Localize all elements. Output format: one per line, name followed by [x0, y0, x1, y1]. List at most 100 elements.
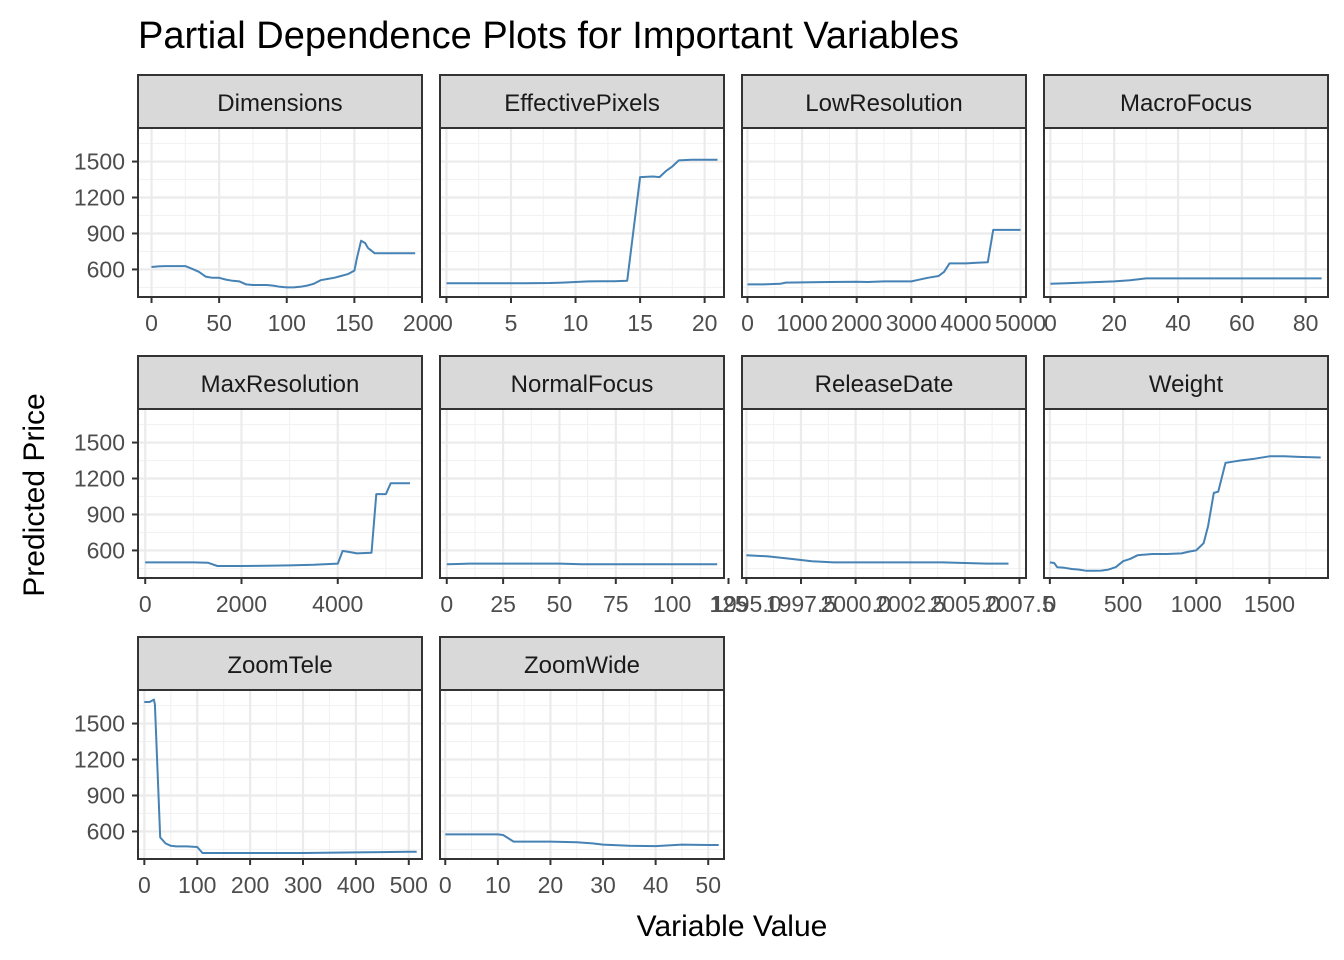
strip-zoomwide — [439, 636, 725, 691]
plot-area-macrofocus — [1044, 128, 1328, 297]
x-tick-label: 2005.0 — [930, 591, 1000, 617]
panel-macrofocus: MacroFocus 0 20 40 60 80 — [1043, 74, 1329, 336]
strip-zoomtele — [137, 636, 423, 691]
strip-lowresolution — [741, 74, 1027, 129]
y-tick-label: 900 — [87, 782, 125, 808]
plot-area-zoomtele — [138, 690, 422, 859]
x-axis-title: Variable Value — [637, 910, 828, 943]
x-tick-label: 100 — [653, 591, 691, 617]
x-tick-label: 100 — [178, 872, 216, 898]
panel-border-zoomtele — [137, 689, 423, 860]
x-tick-label: 4000 — [312, 591, 363, 617]
x-tick-label: 400 — [337, 872, 375, 898]
x-tick-label: 40 — [643, 872, 669, 898]
x-tick-label: 0 — [145, 310, 158, 336]
x-tick-label: 5000 — [995, 310, 1046, 336]
panel-dimensions: Dimensions 0 50 100 150 200 600 900 1200 1500 — [74, 74, 441, 336]
panel-border-macrofocus — [1043, 127, 1329, 298]
x-tick-label: 80 — [1293, 310, 1319, 336]
x-tick-label: 0 — [1043, 591, 1056, 617]
strip-releasedate — [741, 355, 1027, 410]
panel-border-zoomwide — [439, 689, 725, 860]
grid-zoomwide — [440, 690, 724, 859]
panel-border-lowresolution — [741, 127, 1027, 298]
x-tick-label: 0 — [138, 872, 151, 898]
series-line-lowresolution — [747, 228, 1021, 286]
x-tick-label: 25 — [490, 591, 516, 617]
panel-zoomtele: ZoomTele 0 100 200 300 400 500 600 900 1200 1500 — [74, 636, 428, 898]
y-tick-label: 1200 — [74, 185, 125, 211]
x-tick-label: 10 — [563, 310, 589, 336]
x-tick-label: 0 — [439, 872, 452, 898]
x-tick-label: 300 — [284, 872, 322, 898]
x-tick-label: 0 — [440, 310, 453, 336]
y-tick-label: 600 — [87, 537, 125, 563]
x-tick-label: 125 — [709, 591, 747, 617]
x-tick-label: 100 — [268, 310, 306, 336]
grid-effectivepixels — [440, 128, 724, 297]
grid-lowresolution — [742, 128, 1026, 297]
strip-weight — [1043, 355, 1329, 410]
y-tick-label: 600 — [87, 256, 125, 282]
x-tick-label: 1000 — [776, 310, 827, 336]
y-tick-label: 900 — [87, 501, 125, 527]
x-tick-label: 40 — [1165, 310, 1191, 336]
panel-weight: Weight 0 500 1000 1500 — [1043, 355, 1329, 617]
y-tick-label: 1200 — [74, 466, 125, 492]
y-tick-label: 1500 — [74, 711, 125, 737]
x-tick-label: 4000 — [940, 310, 991, 336]
chart-title: Partial Dependence Plots for Important V… — [138, 15, 959, 57]
x-tick-label: 1500 — [1244, 591, 1295, 617]
x-tick-label: 500 — [1104, 591, 1142, 617]
x-tick-label: 60 — [1229, 310, 1255, 336]
series-line-dimensions — [151, 239, 416, 289]
y-tick-label: 900 — [87, 220, 125, 246]
strip-maxresolution — [137, 355, 423, 410]
x-tick-label: 2000 — [216, 591, 267, 617]
series-line-maxresolution — [145, 482, 410, 567]
panel-border-dimensions — [137, 127, 423, 298]
y-tick-label: 600 — [87, 818, 125, 844]
strip-dimensions — [137, 74, 423, 129]
x-tick-label: 75 — [603, 591, 629, 617]
x-tick-label: 50 — [547, 591, 573, 617]
strip-label-normalfocus: NormalFocus — [511, 371, 654, 398]
grid-weight — [1044, 409, 1328, 578]
x-tick-label: 3000 — [886, 310, 937, 336]
x-tick-label: 2000 — [831, 310, 882, 336]
x-tick-label: 1000 — [1171, 591, 1222, 617]
x-tick-label: 2007.5 — [984, 591, 1054, 617]
x-tick-label: 0 — [139, 591, 152, 617]
y-axis-title: Predicted Price — [18, 393, 51, 596]
x-tick-label: 20 — [1101, 310, 1127, 336]
x-tick-label: 500 — [390, 872, 428, 898]
x-tick-label: 1997.5 — [766, 591, 836, 617]
series-line-weight — [1049, 455, 1321, 572]
panel-zoomwide: ZoomWide 0 10 20 30 40 50 — [439, 636, 725, 898]
strip-label-macrofocus: MacroFocus — [1120, 90, 1252, 117]
y-tick-label: 1500 — [74, 430, 125, 456]
plot-area-normalfocus — [440, 409, 724, 578]
strip-label-dimensions: Dimensions — [217, 90, 342, 117]
grid-zoomtele — [138, 690, 422, 859]
x-tick-label: 0 — [440, 591, 453, 617]
x-tick-label: 0 — [1044, 310, 1057, 336]
panel-border-normalfocus — [439, 408, 725, 579]
strip-label-weight: Weight — [1149, 371, 1224, 398]
strip-label-maxresolution: MaxResolution — [201, 371, 360, 398]
panel-lowresolution: LowResolution 0 1000 2000 3000 4000 5000 — [741, 74, 1046, 336]
panel-effectivepixels: EffectivePixels 0 5 10 15 20 — [439, 74, 725, 336]
x-tick-label: 10 — [485, 872, 511, 898]
x-tick-label: 2000.0 — [820, 591, 890, 617]
plot-area-releasedate — [742, 409, 1026, 578]
x-tick-label: 15 — [627, 310, 653, 336]
y-tick-label: 1500 — [74, 149, 125, 175]
strip-label-lowresolution: LowResolution — [805, 90, 962, 117]
x-tick-label: 200 — [403, 310, 441, 336]
series-line-zoomtele — [144, 698, 417, 854]
strip-label-zoomtele: ZoomTele — [227, 652, 332, 679]
x-tick-label: 50 — [695, 872, 721, 898]
x-tick-label: 200 — [231, 872, 269, 898]
grid-releasedate — [742, 409, 1026, 578]
